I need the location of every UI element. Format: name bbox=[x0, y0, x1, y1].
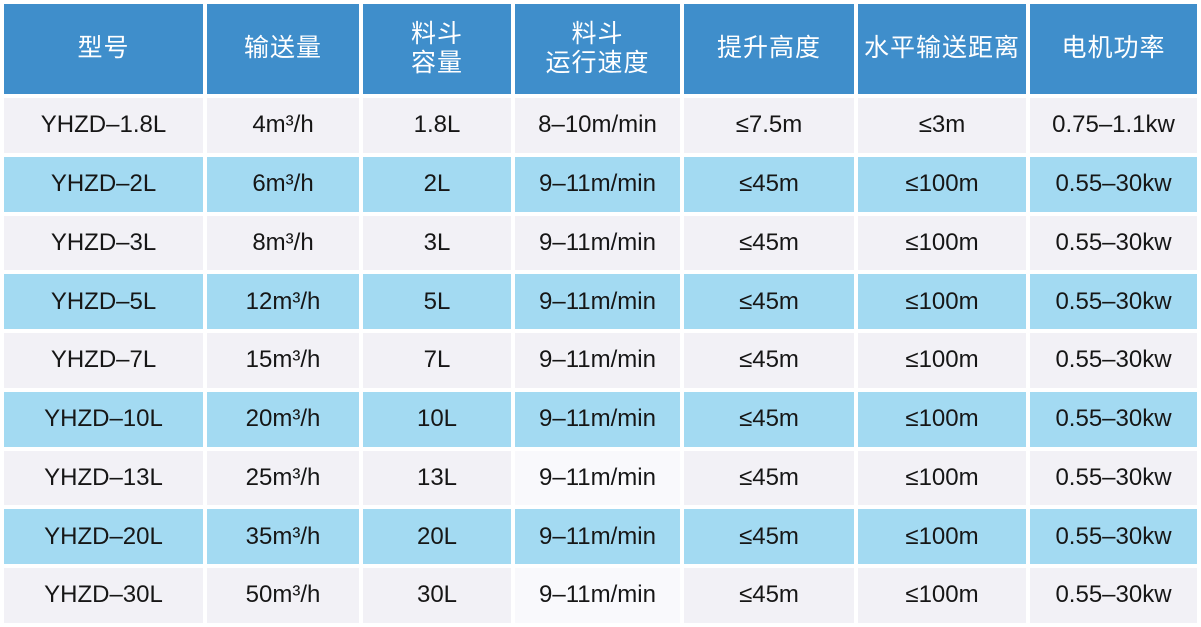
table-cell: 30L bbox=[363, 568, 511, 624]
table-cell: 13L bbox=[363, 450, 511, 506]
table-cell: 0.55–30kw bbox=[1030, 391, 1197, 447]
table-row: YHZD–20L 35m³/h 20L 9–11m/min ≤45m ≤100m 0.55–… bbox=[4, 509, 1197, 565]
table-row: YHZD–13L 25m³/h 13L 9–11m/min ≤45m ≤100m 0.55–… bbox=[4, 450, 1197, 506]
table-cell: 8m³/h bbox=[207, 215, 359, 271]
header-cell-model: 型号 bbox=[4, 4, 203, 94]
table-cell: ≤100m bbox=[858, 509, 1026, 565]
table-cell: 9–11m/min bbox=[515, 450, 680, 506]
table-cell: 50m³/h bbox=[207, 568, 359, 624]
table-row: YHZD–7L 15m³/h 7L 9–11m/min ≤45m ≤100m 0.55–30… bbox=[4, 333, 1197, 388]
table-row: YHZD–1.8L 4m³/h 1.8L 8–10m/min ≤7.5m ≤3m 0.75–… bbox=[4, 98, 1197, 153]
table-cell: YHZD–2L bbox=[4, 156, 203, 212]
table-cell: ≤45m bbox=[684, 274, 854, 330]
table-cell: 15m³/h bbox=[207, 333, 359, 388]
table-cell: 10L bbox=[363, 391, 511, 447]
table-cell: YHZD–7L bbox=[4, 333, 203, 388]
table-cell: ≤100m bbox=[858, 156, 1026, 212]
table-row: YHZD–5L 12m³/h 5L 9–11m/min ≤45m ≤100m 0.55–30… bbox=[4, 274, 1197, 330]
table-cell: YHZD–3L bbox=[4, 215, 203, 271]
header-cell-horizontal-distance: 水平输送距离 bbox=[858, 4, 1026, 94]
table-cell: YHZD–30L bbox=[4, 568, 203, 624]
table-cell: 9–11m/min bbox=[515, 509, 680, 565]
table-cell: 0.55–30kw bbox=[1030, 568, 1197, 624]
table-cell: 8–10m/min bbox=[515, 98, 680, 153]
table-cell: ≤100m bbox=[858, 391, 1026, 447]
table-cell: ≤100m bbox=[858, 215, 1026, 271]
table-cell: 12m³/h bbox=[207, 274, 359, 330]
table-cell: 3L bbox=[363, 215, 511, 271]
table-row: YHZD–2L 6m³/h 2L 9–11m/min ≤45m ≤100m 0.55–30k… bbox=[4, 156, 1197, 212]
table-cell: YHZD–13L bbox=[4, 450, 203, 506]
table-row: YHZD–10L 20m³/h 10L 9–11m/min ≤45m ≤100m 0.55–… bbox=[4, 391, 1197, 447]
table-cell: ≤100m bbox=[858, 333, 1026, 388]
table-cell: 0.55–30kw bbox=[1030, 333, 1197, 388]
header-cell-capacity: 输送量 bbox=[207, 4, 359, 94]
table-cell: 9–11m/min bbox=[515, 333, 680, 388]
table-cell: 25m³/h bbox=[207, 450, 359, 506]
table-cell: ≤45m bbox=[684, 509, 854, 565]
table-cell: 9–11m/min bbox=[515, 568, 680, 624]
table-cell: ≤100m bbox=[858, 274, 1026, 330]
table-cell: 9–11m/min bbox=[515, 215, 680, 271]
table-cell: 9–11m/min bbox=[515, 391, 680, 447]
table-cell: ≤45m bbox=[684, 450, 854, 506]
table-cell: 0.55–30kw bbox=[1030, 215, 1197, 271]
table-cell: 20L bbox=[363, 509, 511, 565]
table-header-row: 型号 输送量 料斗 容量 料斗 运行速度 提升高度 水平输送距离 电机功率 bbox=[4, 4, 1197, 94]
header-cell-motor-power: 电机功率 bbox=[1030, 4, 1197, 94]
table-cell: ≤3m bbox=[858, 98, 1026, 153]
table-cell: 2L bbox=[363, 156, 511, 212]
table-cell: 7L bbox=[363, 333, 511, 388]
table-cell: 9–11m/min bbox=[515, 274, 680, 330]
table-cell: 5L bbox=[363, 274, 511, 330]
table-cell: ≤7.5m bbox=[684, 98, 854, 153]
table-row: YHZD–3L 8m³/h 3L 9–11m/min ≤45m ≤100m 0.55–30k… bbox=[4, 215, 1197, 271]
table-cell: 0.55–30kw bbox=[1030, 450, 1197, 506]
table-cell: 0.55–30kw bbox=[1030, 274, 1197, 330]
header-cell-hopper-volume: 料斗 容量 bbox=[363, 4, 511, 94]
table-cell: 20m³/h bbox=[207, 391, 359, 447]
table-cell: ≤45m bbox=[684, 333, 854, 388]
header-cell-hopper-speed: 料斗 运行速度 bbox=[515, 4, 680, 94]
table-cell: ≤45m bbox=[684, 215, 854, 271]
table-cell: YHZD–1.8L bbox=[4, 98, 203, 153]
table-cell: ≤45m bbox=[684, 156, 854, 212]
table-cell: ≤100m bbox=[858, 450, 1026, 506]
table-cell: 0.55–30kw bbox=[1030, 509, 1197, 565]
table-cell: ≤45m bbox=[684, 568, 854, 624]
table-cell: ≤45m bbox=[684, 391, 854, 447]
table-cell: YHZD–5L bbox=[4, 274, 203, 330]
table-cell: 1.8L bbox=[363, 98, 511, 153]
table-cell: ≤100m bbox=[858, 568, 1026, 624]
header-cell-lift-height: 提升高度 bbox=[684, 4, 854, 94]
table-row: YHZD–30L 50m³/h 30L 9–11m/min ≤45m ≤100m 0.55–… bbox=[4, 568, 1197, 624]
table-cell: 0.75–1.1kw bbox=[1030, 98, 1197, 153]
table-cell: 0.55–30kw bbox=[1030, 156, 1197, 212]
table-cell: 4m³/h bbox=[207, 98, 359, 153]
table-cell: 6m³/h bbox=[207, 156, 359, 212]
table-cell: YHZD–20L bbox=[4, 509, 203, 565]
table-cell: YHZD–10L bbox=[4, 391, 203, 447]
table-cell: 9–11m/min bbox=[515, 156, 680, 212]
table-cell: 35m³/h bbox=[207, 509, 359, 565]
